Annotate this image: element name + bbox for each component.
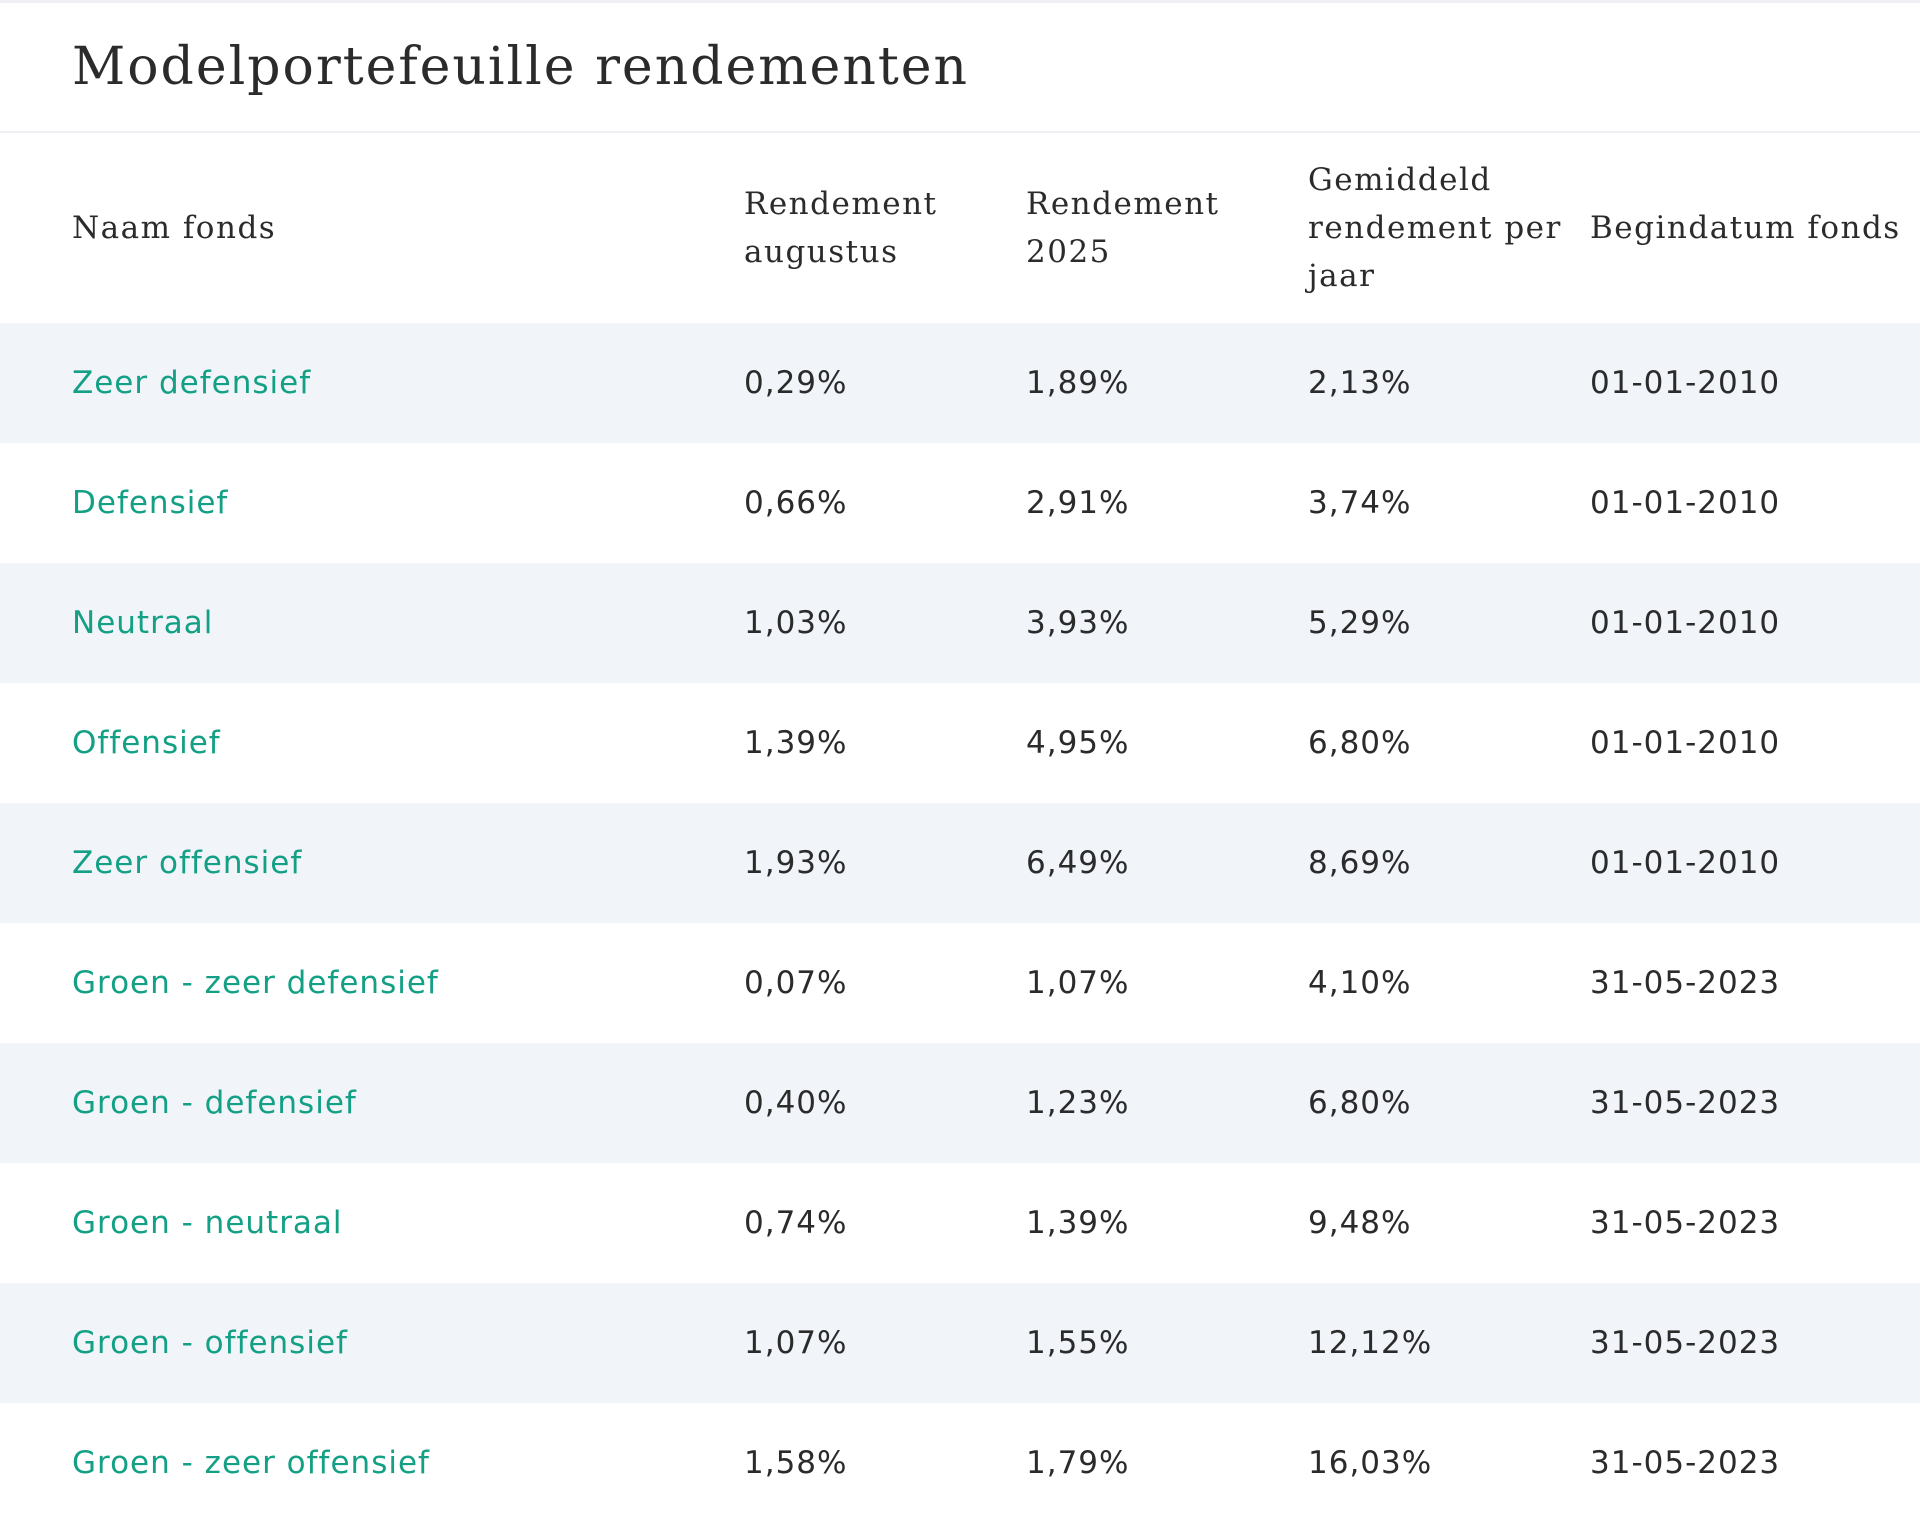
start-date-cell: 01-01-2010 xyxy=(1590,845,1781,881)
return-august-cell: 1,39% xyxy=(744,725,848,761)
return-2025-cell: 2,91% xyxy=(1026,485,1130,521)
start-date-cell: 01-01-2010 xyxy=(1590,485,1781,521)
return-august-cell: 0,66% xyxy=(744,485,848,521)
table-row: Groen - defensief 0,40% 1,23% 6,80% 31-05-20… xyxy=(0,1043,1920,1163)
average-return-cell: 9,48% xyxy=(1308,1205,1412,1241)
average-return-cell: 8,69% xyxy=(1308,845,1412,881)
fund-name-link[interactable]: Groen - zeer defensief xyxy=(72,965,439,1001)
fund-name-link[interactable]: Groen - defensief xyxy=(72,1085,357,1121)
average-return-cell: 6,80% xyxy=(1308,725,1412,761)
start-date-cell: 31-05-2023 xyxy=(1590,1085,1781,1121)
fund-name-link[interactable]: Neutraal xyxy=(72,605,214,641)
return-august-cell: 0,74% xyxy=(744,1205,848,1241)
fund-name-link[interactable]: Groen - neutraal xyxy=(72,1205,343,1241)
return-2025-cell: 1,89% xyxy=(1026,365,1130,401)
table-header: Naam fonds Rendement augustus Rendement … xyxy=(0,133,1920,323)
return-2025-cell: 1,79% xyxy=(1026,1445,1130,1481)
column-header-average-return: Gemiddeld rendement per jaar xyxy=(1308,162,1562,294)
average-return-cell: 4,10% xyxy=(1308,965,1412,1001)
fund-name-link[interactable]: Zeer defensief xyxy=(72,365,312,401)
table-row: Zeer offensief 1,93% 6,49% 8,69% 01-01-2010 xyxy=(0,803,1920,923)
return-2025-cell: 6,49% xyxy=(1026,845,1130,881)
column-header-start-date: Begindatum fonds xyxy=(1590,210,1901,246)
average-return-cell: 5,29% xyxy=(1308,605,1412,641)
return-2025-cell: 4,95% xyxy=(1026,725,1130,761)
header-row: Naam fonds Rendement augustus Rendement … xyxy=(0,133,1920,323)
column-header-return-august: Rendement augustus xyxy=(744,186,938,270)
return-2025-cell: 3,93% xyxy=(1026,605,1130,641)
title-bar: Modelportefeuille rendementen xyxy=(0,3,1920,133)
average-return-cell: 2,13% xyxy=(1308,365,1412,401)
table-row: Offensief 1,39% 4,95% 6,80% 01-01-2010 xyxy=(0,683,1920,803)
table-body: Zeer defensief 0,29% 1,89% 2,13% 01-01-2010 D… xyxy=(0,323,1920,1523)
start-date-cell: 31-05-2023 xyxy=(1590,1325,1781,1361)
return-august-cell: 0,07% xyxy=(744,965,848,1001)
start-date-cell: 01-01-2010 xyxy=(1590,365,1781,401)
column-header-fund-name: Naam fonds xyxy=(72,210,277,246)
fund-name-link[interactable]: Groen - zeer offensief xyxy=(72,1445,430,1481)
column-header-return-2025: Rendement 2025 xyxy=(1026,186,1220,270)
table-row: Neutraal 1,03% 3,93% 5,29% 01-01-2010 xyxy=(0,563,1920,683)
table-row: Groen - zeer defensief 0,07% 1,07% 4,10% 31-… xyxy=(0,923,1920,1043)
return-august-cell: 1,07% xyxy=(744,1325,848,1361)
return-august-cell: 1,93% xyxy=(744,845,848,881)
return-august-cell: 0,29% xyxy=(744,365,848,401)
average-return-cell: 6,80% xyxy=(1308,1085,1412,1121)
average-return-cell: 12,12% xyxy=(1308,1325,1433,1361)
return-2025-cell: 1,39% xyxy=(1026,1205,1130,1241)
average-return-cell: 16,03% xyxy=(1308,1445,1433,1481)
return-august-cell: 1,03% xyxy=(744,605,848,641)
table-row: Zeer defensief 0,29% 1,89% 2,13% 01-01-2010 xyxy=(0,323,1920,443)
start-date-cell: 31-05-2023 xyxy=(1590,1205,1781,1241)
return-august-cell: 0,40% xyxy=(744,1085,848,1121)
return-august-cell: 1,58% xyxy=(744,1445,848,1481)
page-title: Modelportefeuille rendementen xyxy=(72,37,969,97)
table-row: Groen - zeer offensief 1,58% 1,79% 16,03% 31… xyxy=(0,1403,1920,1523)
return-2025-cell: 1,23% xyxy=(1026,1085,1130,1121)
return-2025-cell: 1,07% xyxy=(1026,965,1130,1001)
fund-name-link[interactable]: Groen - offensief xyxy=(72,1325,348,1361)
start-date-cell: 01-01-2010 xyxy=(1590,605,1781,641)
return-2025-cell: 1,55% xyxy=(1026,1325,1130,1361)
average-return-cell: 3,74% xyxy=(1308,485,1412,521)
table-row: Groen - offensief 1,07% 1,55% 12,12% 31-05-2… xyxy=(0,1283,1920,1403)
table-row: Groen - neutraal 0,74% 1,39% 9,48% 31-05-202… xyxy=(0,1163,1920,1283)
fund-name-link[interactable]: Offensief xyxy=(72,725,221,761)
fund-name-link[interactable]: Zeer offensief xyxy=(72,845,303,881)
start-date-cell: 01-01-2010 xyxy=(1590,725,1781,761)
table-row: Defensief 0,66% 2,91% 3,74% 01-01-2010 xyxy=(0,443,1920,563)
fund-name-link[interactable]: Defensief xyxy=(72,485,229,521)
start-date-cell: 31-05-2023 xyxy=(1590,1445,1781,1481)
start-date-cell: 31-05-2023 xyxy=(1590,965,1781,1001)
returns-table: Naam fonds Rendement augustus Rendement … xyxy=(0,133,1920,1523)
